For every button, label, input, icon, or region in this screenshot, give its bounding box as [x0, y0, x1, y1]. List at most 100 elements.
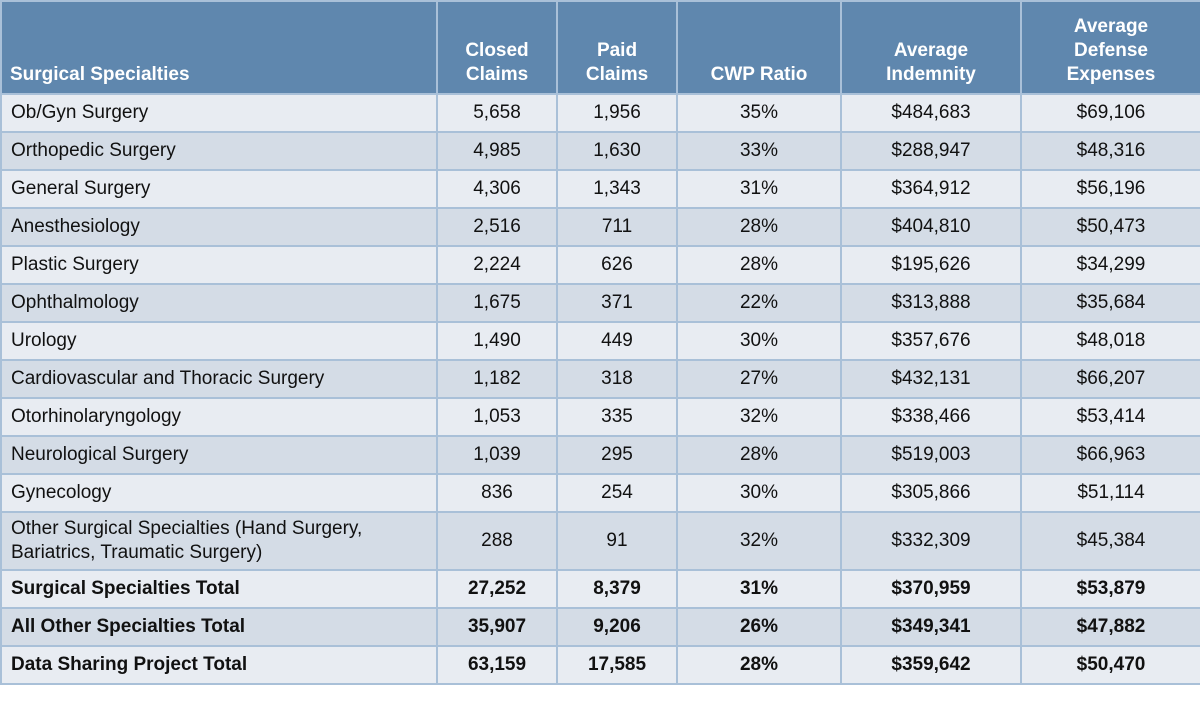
value-cell: 318 [556, 359, 678, 399]
value-cell: $56,196 [1020, 169, 1200, 209]
value-cell: $47,882 [1020, 607, 1200, 647]
table-row: Anesthesiology 2,516 711 28% $404,810 $50,473 [0, 207, 1200, 247]
value-cell: 31% [676, 569, 842, 609]
value-cell: 449 [556, 321, 678, 361]
header-text: Surgical Specialties [10, 64, 190, 85]
specialty-cell: General Surgery [0, 169, 438, 209]
table-row: Cardiovascular and Thoracic Surgery 1,182… [0, 359, 1200, 399]
specialty-cell: Surgical Specialties Total [0, 569, 438, 609]
header-text: Average Indemnity [886, 40, 976, 85]
value-cell: 33% [676, 131, 842, 171]
value-cell: 1,675 [436, 283, 558, 323]
value-cell: $288,947 [840, 131, 1022, 171]
value-cell: $66,963 [1020, 435, 1200, 475]
value-cell: 371 [556, 283, 678, 323]
value-cell: $45,384 [1020, 511, 1200, 571]
value-cell: $305,866 [840, 473, 1022, 513]
value-cell: $195,626 [840, 245, 1022, 285]
table-row: Neurological Surgery 1,039 295 28% $519,003 $… [0, 435, 1200, 475]
value-cell: 1,956 [556, 93, 678, 133]
value-cell: 30% [676, 473, 842, 513]
table-row: All Other Specialties Total 35,907 9,206 26… [0, 607, 1200, 647]
value-cell: $370,959 [840, 569, 1022, 609]
value-cell: 1,182 [436, 359, 558, 399]
value-cell: 28% [676, 207, 842, 247]
value-cell: $519,003 [840, 435, 1022, 475]
value-cell: 2,516 [436, 207, 558, 247]
value-cell: 35% [676, 93, 842, 133]
header-text: CWP Ratio [710, 64, 808, 85]
header-text: Average Defense Expenses [1066, 16, 1156, 85]
value-cell: 32% [676, 397, 842, 437]
value-cell: $338,466 [840, 397, 1022, 437]
column-header: Paid Claims [556, 0, 678, 95]
value-cell: 335 [556, 397, 678, 437]
table-row: Gynecology 836 254 30% $305,866 $51,114 [0, 473, 1200, 513]
value-cell: 9,206 [556, 607, 678, 647]
value-cell: 30% [676, 321, 842, 361]
column-header: Average Indemnity [840, 0, 1022, 95]
value-cell: $404,810 [840, 207, 1022, 247]
specialty-cell: Plastic Surgery [0, 245, 438, 285]
value-cell: 711 [556, 207, 678, 247]
column-header: Average Defense Expenses [1020, 0, 1200, 95]
value-cell: 5,658 [436, 93, 558, 133]
value-cell: 8,379 [556, 569, 678, 609]
value-cell: 28% [676, 435, 842, 475]
value-cell: 1,343 [556, 169, 678, 209]
value-cell: $364,912 [840, 169, 1022, 209]
value-cell: 254 [556, 473, 678, 513]
table-row: Orthopedic Surgery 4,985 1,630 33% $288,947 $… [0, 131, 1200, 171]
table-row: Data Sharing Project Total 63,159 17,585 28… [0, 645, 1200, 685]
specialty-cell: Ob/Gyn Surgery [0, 93, 438, 133]
value-cell: 31% [676, 169, 842, 209]
table-row: Otorhinolaryngology 1,053 335 32% $338,466 $5… [0, 397, 1200, 437]
column-header: CWP Ratio [676, 0, 842, 95]
table-body: Ob/Gyn Surgery 5,658 1,956 35% $484,683 $69,1… [0, 93, 1200, 685]
value-cell: 626 [556, 245, 678, 285]
value-cell: 2,224 [436, 245, 558, 285]
value-cell: 28% [676, 245, 842, 285]
value-cell: $53,879 [1020, 569, 1200, 609]
value-cell: $48,316 [1020, 131, 1200, 171]
column-header: Surgical Specialties [0, 0, 438, 95]
value-cell: 836 [436, 473, 558, 513]
value-cell: $359,642 [840, 645, 1022, 685]
specialty-cell: Ophthalmology [0, 283, 438, 323]
value-cell: $349,341 [840, 607, 1022, 647]
specialty-cell: Anesthesiology [0, 207, 438, 247]
value-cell: $484,683 [840, 93, 1022, 133]
table-row: Ob/Gyn Surgery 5,658 1,956 35% $484,683 $69,1… [0, 93, 1200, 133]
value-cell: 63,159 [436, 645, 558, 685]
value-cell: $50,473 [1020, 207, 1200, 247]
claims-table: Surgical Specialties Closed Claims Paid Cl… [0, 0, 1200, 685]
table-row: Surgical Specialties Total 27,252 8,379 31%… [0, 569, 1200, 609]
specialty-cell: Other Surgical Specialties (Hand Surgery… [0, 511, 438, 571]
header-text: Closed Claims [465, 40, 529, 85]
table-row: General Surgery 4,306 1,343 31% $364,912 $56,… [0, 169, 1200, 209]
value-cell: 1,630 [556, 131, 678, 171]
value-cell: 4,985 [436, 131, 558, 171]
header-text: Paid Claims [585, 40, 649, 85]
table-row: Plastic Surgery 2,224 626 28% $195,626 $34,29… [0, 245, 1200, 285]
table-row: Ophthalmology 1,675 371 22% $313,888 $35,684 [0, 283, 1200, 323]
value-cell: $69,106 [1020, 93, 1200, 133]
value-cell: 27% [676, 359, 842, 399]
specialty-cell: Cardiovascular and Thoracic Surgery [0, 359, 438, 399]
specialty-cell: All Other Specialties Total [0, 607, 438, 647]
header-row: Surgical Specialties Closed Claims Paid Cl… [0, 0, 1200, 95]
value-cell: $35,684 [1020, 283, 1200, 323]
value-cell: 26% [676, 607, 842, 647]
value-cell: $34,299 [1020, 245, 1200, 285]
value-cell: $66,207 [1020, 359, 1200, 399]
value-cell: 17,585 [556, 645, 678, 685]
value-cell: 27,252 [436, 569, 558, 609]
value-cell: 4,306 [436, 169, 558, 209]
value-cell: $53,414 [1020, 397, 1200, 437]
value-cell: $51,114 [1020, 473, 1200, 513]
value-cell: 28% [676, 645, 842, 685]
value-cell: 295 [556, 435, 678, 475]
table-row: Urology 1,490 449 30% $357,676 $48,018 [0, 321, 1200, 361]
specialty-cell: Otorhinolaryngology [0, 397, 438, 437]
specialty-cell: Orthopedic Surgery [0, 131, 438, 171]
